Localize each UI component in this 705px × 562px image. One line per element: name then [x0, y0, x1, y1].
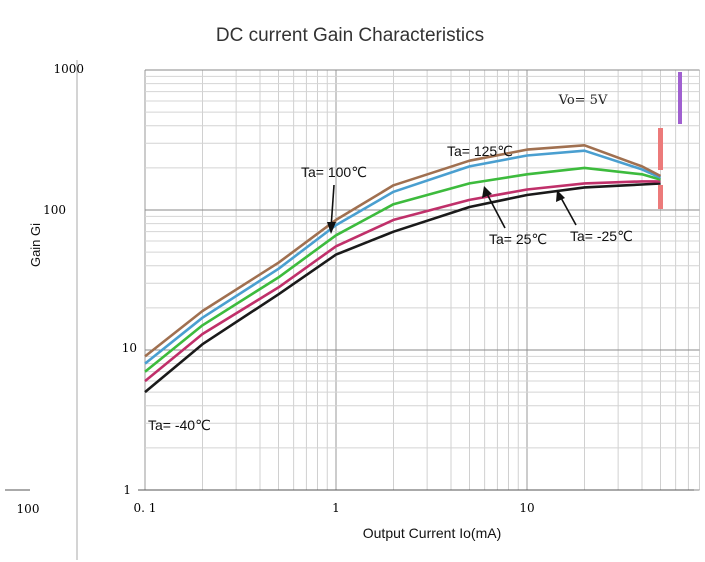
- y-axis-label: Gain Gi: [28, 223, 43, 267]
- annotation-ta-m40: Ta= -40℃: [148, 417, 211, 433]
- annotation-ta-m40-label: Ta= -40℃: [148, 417, 211, 433]
- annotation-ta-25-arrow: [485, 191, 506, 229]
- annotation-ta-25-arrowhead: [482, 186, 492, 198]
- series-line-2: [144, 166, 661, 373]
- series-line-1: [144, 180, 661, 383]
- annotation-ta-m25-arrowhead: [556, 190, 565, 202]
- stray-tick-100: 100: [17, 502, 40, 516]
- x-tick-0.1: 0. 1: [134, 501, 157, 515]
- grid: [144, 69, 700, 491]
- annotation-ta-125: Ta= 125℃: [447, 143, 513, 159]
- annotation-ta-25: Ta= 25℃: [482, 186, 547, 247]
- y-tick-1000: 1000: [53, 62, 84, 76]
- y-tick-10: 10: [122, 341, 137, 355]
- annotation-ta-100: Ta= 100℃: [301, 164, 367, 234]
- annotation-ta-100-arrowhead: [327, 222, 336, 234]
- side-bar-violet: [678, 72, 682, 124]
- annotation-ta-100-arrow: [330, 184, 335, 229]
- y-tick-100: 100: [43, 203, 66, 217]
- condition-label: Vo= 5V: [558, 93, 608, 108]
- side-bar-pink-1: [658, 128, 663, 170]
- series-line-4: [144, 144, 662, 358]
- x-tick-1: 1: [332, 501, 340, 515]
- series-line-3: [144, 149, 662, 365]
- series-line-0: [144, 182, 661, 394]
- annotation-ta-25-label: Ta= 25℃: [489, 231, 547, 247]
- annotation-ta-125-label: Ta= 125℃: [447, 143, 513, 159]
- y-tick-1: 1: [123, 483, 131, 497]
- annotation-ta-m25-arrow: [559, 195, 577, 226]
- chart-title: DC current Gain Characteristics: [216, 25, 484, 46]
- x-axis-label: Output Current Io(mA): [363, 525, 502, 541]
- series-group: [144, 144, 662, 394]
- annotation-ta-100-label: Ta= 100℃: [301, 164, 367, 180]
- annotation-ta-m25-label: Ta= -25℃: [570, 228, 633, 244]
- annotation-ta-m25: Ta= -25℃: [556, 190, 633, 244]
- x-tick-10: 10: [519, 501, 534, 515]
- side-bar-pink-2: [658, 185, 663, 209]
